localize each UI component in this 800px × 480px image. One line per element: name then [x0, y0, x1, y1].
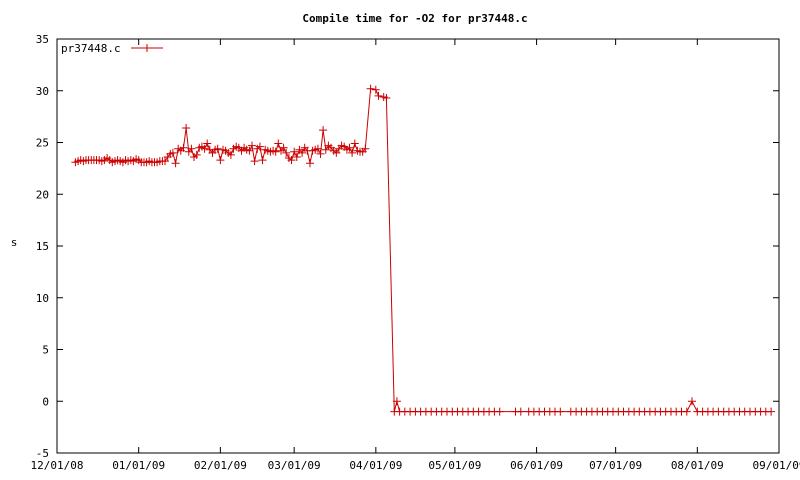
data-point: [171, 159, 180, 168]
data-point: [688, 397, 696, 406]
data-point: [290, 147, 299, 156]
data-point: [516, 407, 525, 416]
x-tick-label: 07/01/09: [589, 459, 642, 472]
data-point: [282, 148, 291, 157]
y-tick-label: 0: [42, 395, 49, 408]
data-point: [161, 157, 169, 166]
y-tick-label: 15: [36, 240, 49, 253]
series-pr37448: [71, 84, 776, 416]
data-point: [292, 153, 301, 161]
data-point: [168, 148, 177, 157]
data-point: [319, 126, 328, 135]
x-tick-label: 05/01/09: [428, 459, 481, 472]
data-point: [274, 139, 283, 148]
data-point: [255, 142, 264, 151]
x-tick-label: 04/01/09: [349, 459, 402, 472]
series-line: [75, 88, 772, 413]
x-tick-label: 12/01/08: [31, 459, 84, 472]
legend-marker: [143, 44, 151, 52]
data-point: [182, 124, 191, 132]
data-point: [226, 150, 235, 159]
data-point: [350, 139, 359, 148]
data-point: [216, 156, 225, 165]
data-point: [371, 85, 380, 94]
data-point: [213, 144, 222, 153]
data-point: [179, 143, 188, 152]
data-point: [298, 148, 307, 157]
data-point: [200, 144, 209, 153]
data-point: [306, 159, 314, 168]
data-point: [271, 147, 280, 156]
legend-label: pr37448.c: [61, 42, 121, 55]
x-axis: 12/01/08 01/01/09 02/01/09 03/01/09 04/01/09…: [31, 39, 800, 472]
data-point: [203, 139, 212, 148]
y-tick-label: 10: [36, 292, 49, 305]
data-point: [348, 148, 357, 157]
y-tick-label: 5: [42, 344, 49, 357]
data-point: [192, 150, 201, 159]
data-point: [495, 407, 504, 416]
y-tick-label: 35: [36, 33, 49, 46]
data-point: [345, 143, 354, 152]
y-tick-label: 20: [36, 188, 49, 201]
x-tick-label: 06/01/09: [510, 459, 563, 472]
y-tick-label: 25: [36, 137, 49, 150]
data-point: [316, 149, 325, 158]
data-point: [245, 146, 254, 155]
data-point: [321, 145, 330, 154]
x-tick-label: 02/01/09: [194, 459, 247, 472]
data-point: [767, 407, 776, 416]
x-tick-label: 03/01/09: [268, 459, 321, 472]
y-tick-label: 30: [36, 85, 49, 98]
data-point: [248, 141, 256, 150]
data-point: [682, 407, 691, 416]
data-point: [187, 144, 196, 153]
data-point: [392, 397, 401, 406]
plot-frame: [56, 38, 780, 454]
data-point: [258, 156, 267, 165]
y-axis: -5 0 5 10 15 20 25 30 35: [36, 33, 779, 460]
data-point: [556, 407, 565, 416]
data-point: [287, 156, 296, 165]
data-point: [313, 144, 322, 153]
data-point: [374, 91, 383, 100]
data-point: [382, 94, 391, 102]
legend: pr37448.c: [61, 42, 163, 55]
y-tick-label: -5: [36, 447, 49, 460]
data-point: [279, 143, 288, 152]
y-axis-label: s: [11, 236, 18, 249]
data-point: [250, 157, 259, 166]
x-tick-label: 09/01/09: [753, 459, 800, 472]
data-point: [366, 84, 375, 93]
data-point: [361, 144, 370, 153]
x-tick-label: 08/01/09: [671, 459, 724, 472]
chart-title: Compile time for -O2 for pr37448.c: [302, 12, 527, 25]
x-tick-label: 01/01/09: [112, 459, 165, 472]
data-point: [332, 148, 341, 157]
